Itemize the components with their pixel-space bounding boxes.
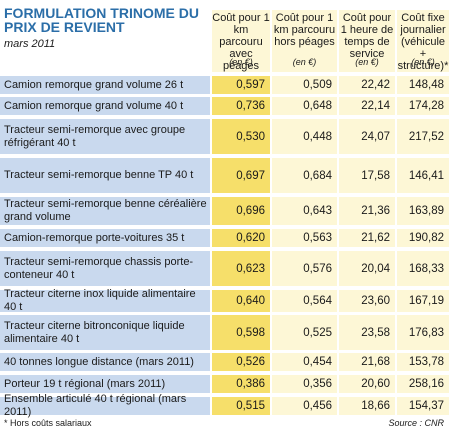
value-cell: 174,28	[397, 97, 449, 115]
row-label: 40 tonnes longue distance (mars 2011)	[0, 353, 210, 371]
column-header-unit: (en €)	[411, 57, 435, 67]
column-header-unit: (en €)	[292, 57, 317, 67]
value-cell: 21,62	[339, 229, 395, 247]
value-cell: 0,697	[212, 158, 270, 193]
value-cell: 0,356	[272, 375, 337, 393]
value-cell: 154,37	[397, 397, 449, 415]
table-row: Tracteur semi-remorque benne céréalière …	[0, 197, 450, 225]
value-cell: 0,564	[272, 290, 337, 312]
value-cell: 168,33	[397, 251, 449, 286]
table-row: Ensemble articulé 40 t régional (mars 20…	[0, 393, 450, 418]
value-cell: 153,78	[397, 353, 449, 371]
value-cell: 21,36	[339, 197, 395, 225]
value-cell: 176,83	[397, 315, 449, 350]
value-cell: 146,41	[397, 158, 449, 193]
row-label: Tracteur citerne inox liquide alimentair…	[0, 288, 210, 313]
column-header-unit: (en €)	[229, 57, 253, 67]
column-header-label: Coût pour 1 km parcouru avec péages	[212, 12, 270, 72]
table-row: Camion remorque grand volume 26 t 0,597 0,…	[0, 76, 450, 94]
row-label: Camion remorque grand volume 26 t	[0, 76, 210, 94]
table-row: Tracteur semi-remorque avec groupe réfri…	[0, 119, 450, 154]
value-cell: 167,19	[397, 290, 449, 312]
table-row: 40 tonnes longue distance (mars 2011) 0,5…	[0, 353, 450, 371]
value-cell: 21,68	[339, 353, 395, 371]
value-cell: 0,684	[272, 158, 337, 193]
value-cell: 0,640	[212, 290, 270, 312]
table-row: Tracteur citerne inox liquide alimentair…	[0, 288, 450, 313]
value-cell: 0,598	[212, 315, 270, 350]
value-cell: 148,48	[397, 76, 449, 94]
source-note: Source : CNR	[388, 418, 444, 428]
row-label: Tracteur semi-remorque benne céréalière …	[0, 197, 210, 225]
value-cell: 0,509	[272, 76, 337, 94]
value-cell: 23,60	[339, 290, 395, 312]
value-cell: 0,620	[212, 229, 270, 247]
value-cell: 0,648	[272, 97, 337, 115]
value-cell: 0,736	[212, 97, 270, 115]
row-label: Porteur 19 t régional (mars 2011)	[0, 375, 210, 393]
value-cell: 0,696	[212, 197, 270, 225]
value-cell: 0,526	[212, 353, 270, 371]
column-header-unit: (en €)	[355, 57, 379, 67]
value-cell: 0,597	[212, 76, 270, 94]
row-label: Camion-remorque porte-voitures 35 t	[0, 229, 210, 247]
value-cell: 217,52	[397, 119, 449, 154]
row-label: Ensemble articulé 40 t régional (mars 20…	[0, 393, 210, 418]
value-cell: 258,16	[397, 375, 449, 393]
table-title: FORMULATION TRINOME DU PRIX DE REVIENT	[4, 5, 199, 35]
value-cell: 0,456	[272, 397, 337, 415]
row-label: Camion remorque grand volume 40 t	[0, 97, 210, 115]
column-header-4: Coût fixe journalier (véhicule + structu…	[397, 10, 449, 72]
column-header-label: Coût pour 1 km parcouru hors péages	[273, 12, 336, 48]
row-label: Tracteur semi-remorque avec groupe réfri…	[0, 119, 210, 154]
value-cell: 0,448	[272, 119, 337, 154]
value-cell: 17,58	[339, 158, 395, 193]
table-row: Camion-remorque porte-voitures 35 t 0,620…	[0, 229, 450, 247]
value-cell: 0,530	[212, 119, 270, 154]
table-subtitle: mars 2011	[4, 38, 56, 50]
footnote: * Hors coûts salariaux	[4, 418, 92, 428]
value-cell: 0,563	[272, 229, 337, 247]
value-cell: 0,643	[272, 197, 337, 225]
table-row: Porteur 19 t régional (mars 2011) 0,386 0,…	[0, 375, 450, 393]
value-cell: 0,454	[272, 353, 337, 371]
value-cell: 163,89	[397, 197, 449, 225]
column-header-3: Coût pour 1 heure de temps de service (en…	[339, 10, 395, 72]
column-header-2: Coût pour 1 km parcouru hors péages (en €…	[272, 10, 337, 72]
column-header-label: Coût pour 1 heure de temps de service	[340, 12, 394, 60]
column-header-label: Coût fixe journalier (véhicule + structu…	[397, 12, 449, 72]
table-row: Tracteur semi-remorque chassis porte-con…	[0, 251, 450, 286]
table-row: Tracteur citerne bitronconique liquide a…	[0, 315, 450, 350]
value-cell: 0,525	[272, 315, 337, 350]
value-cell: 22,42	[339, 76, 395, 94]
value-cell: 24,07	[339, 119, 395, 154]
value-cell: 18,66	[339, 397, 395, 415]
column-header-1: Coût pour 1 km parcouru avec péages (en €…	[212, 10, 270, 72]
value-cell: 0,623	[212, 251, 270, 286]
row-label: Tracteur semi-remorque benne TP 40 t	[0, 158, 210, 193]
value-cell: 23,58	[339, 315, 395, 350]
value-cell: 20,04	[339, 251, 395, 286]
value-cell: 0,515	[212, 397, 270, 415]
value-cell: 0,386	[212, 375, 270, 393]
value-cell: 20,60	[339, 375, 395, 393]
value-cell: 190,82	[397, 229, 449, 247]
value-cell: 22,14	[339, 97, 395, 115]
table-row: Camion remorque grand volume 40 t 0,736 0,…	[0, 97, 450, 115]
row-label: Tracteur semi-remorque chassis porte-con…	[0, 251, 210, 286]
value-cell: 0,576	[272, 251, 337, 286]
row-label: Tracteur citerne bitronconique liquide a…	[0, 315, 210, 350]
table-row: Tracteur semi-remorque benne TP 40 t 0,69…	[0, 158, 450, 193]
